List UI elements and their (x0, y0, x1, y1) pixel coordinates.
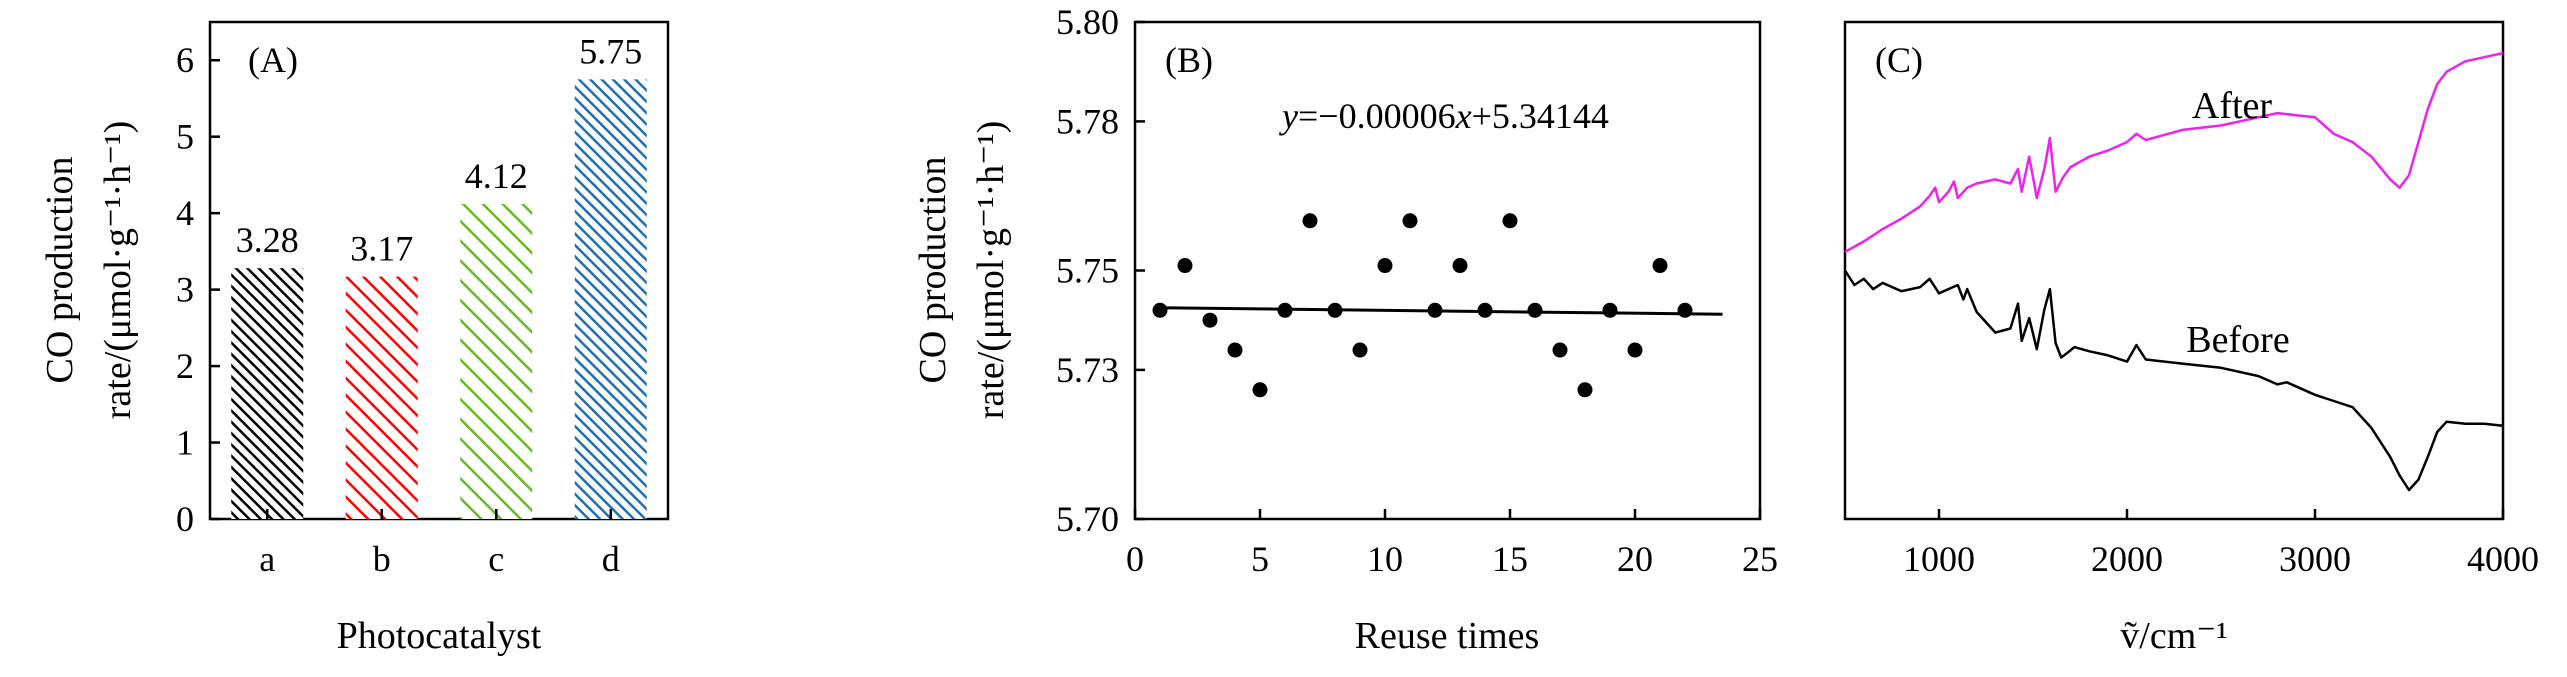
data-point (1377, 258, 1393, 274)
x-tick-label: 2000 (2091, 539, 2163, 579)
data-point (1202, 312, 1218, 328)
data-point (1227, 342, 1243, 358)
panel-a-x-label: Photocatalyst (337, 615, 542, 657)
panel-a-letter: (A) (248, 40, 298, 80)
y-tick-label: 3 (176, 270, 194, 310)
x-tick-label: 5 (1251, 539, 1269, 579)
y-tick-label: 5.70 (1056, 499, 1119, 539)
data-point (1402, 213, 1418, 229)
x-tick-label: 1000 (1903, 539, 1975, 579)
panel-a-y-label-line2: rate/(μmol·g⁻¹·h⁻¹) (97, 121, 139, 420)
bar-d (574, 79, 647, 519)
x-tick-label: 20 (1617, 539, 1653, 579)
y-tick-label: 2 (176, 346, 194, 386)
panel-a: (A) 0 1 2 3 4 5 6 3.28 3.17 4.12 5.75 a b c d Photoc… (39, 20, 670, 657)
x-tick-label: 4000 (2467, 539, 2539, 579)
y-tick-label: 6 (176, 40, 194, 80)
data-point (1427, 302, 1443, 318)
bar-a (231, 268, 304, 519)
panel-b: (B) y=−0.00006x+5.34144 5.70 5.73 5.75 5.78… (912, 2, 1778, 657)
bar-value-label: 4.12 (465, 156, 528, 196)
panel-b-y-ticks: 5.70 5.73 5.75 5.78 5.80 (1056, 2, 1145, 539)
data-point (1327, 302, 1343, 318)
data-point (1152, 302, 1168, 318)
data-point (1352, 342, 1368, 358)
y-tick-label: 5.73 (1056, 350, 1119, 390)
equation-tail: +5.34144 (1472, 96, 1609, 136)
equation-y: y (1279, 96, 1298, 136)
panel-c-frame (1843, 20, 2505, 521)
y-tick-label: 1 (176, 423, 194, 463)
panel-a-frame (208, 20, 670, 521)
panel-a-x-ticks: a b c d (259, 509, 620, 579)
x-tick-label: c (488, 539, 504, 579)
series-line-after (1844, 51, 2504, 253)
data-point (1177, 258, 1193, 274)
panel-b-y-label-line2: rate/(μmol·g⁻¹·h⁻¹) (970, 121, 1012, 420)
panel-b-letter: (B) (1165, 40, 1213, 80)
equation-x: x (1455, 96, 1472, 136)
panel-a-y-label-line1: CO production (39, 157, 81, 384)
panel-c-letter: (C) (1875, 40, 1923, 80)
equation-mid: =−0.00006 (1298, 96, 1456, 136)
data-point (1602, 302, 1618, 318)
panel-c-lines (1843, 51, 2504, 492)
x-tick-label: 10 (1367, 539, 1403, 579)
data-point (1252, 382, 1268, 398)
y-tick-label: 5.78 (1056, 101, 1119, 141)
data-point (1577, 382, 1593, 398)
data-point (1477, 302, 1493, 318)
panel-c: (C) 1000 2000 3000 4000 After Before ṽ/cm⁻¹ (1843, 20, 2539, 657)
bar-value-label: 3.17 (350, 229, 413, 269)
y-tick-label: 5.80 (1056, 2, 1119, 42)
y-tick-label: 4 (176, 193, 194, 233)
data-point (1277, 302, 1293, 318)
y-tick-label: 0 (176, 499, 194, 539)
data-point (1627, 342, 1643, 358)
panel-c-x-label: ṽ/cm⁻¹ (2120, 615, 2227, 657)
panel-b-points (1152, 213, 1693, 398)
data-point (1502, 213, 1518, 229)
series-line-before (1843, 269, 2504, 492)
panel-a-bars: 3.28 3.17 4.12 5.75 (231, 31, 647, 519)
data-point (1552, 342, 1568, 358)
x-tick-label: 3000 (2279, 539, 2351, 579)
bar-value-label: 5.75 (579, 31, 642, 71)
series-label-before: Before (2186, 319, 2289, 361)
data-point (1652, 258, 1668, 274)
bar-value-label: 3.28 (236, 220, 299, 260)
panel-c-x-ticks: 1000 2000 3000 4000 (1903, 509, 2539, 579)
x-tick-label: 15 (1492, 539, 1528, 579)
data-point (1527, 302, 1543, 318)
data-point (1452, 258, 1468, 274)
series-label-after: After (2192, 85, 2273, 127)
panel-b-x-label: Reuse times (1355, 615, 1540, 657)
panel-a-y-ticks: 0 1 2 3 4 5 6 (176, 40, 220, 539)
data-point (1302, 213, 1318, 229)
y-tick-label: 5 (176, 117, 194, 157)
y-tick-label: 5.75 (1056, 251, 1119, 291)
x-tick-label: 0 (1126, 539, 1144, 579)
bar-b (345, 276, 418, 519)
x-tick-label: a (259, 539, 275, 579)
panel-b-x-ticks: 0 5 10 15 20 25 (1126, 509, 1778, 579)
data-point (1677, 302, 1693, 318)
x-tick-label: b (373, 539, 391, 579)
x-tick-label: 25 (1742, 539, 1778, 579)
x-tick-label: d (602, 539, 620, 579)
panel-b-y-label-line1: CO production (912, 157, 954, 384)
panel-b-equation: y=−0.00006x+5.34144 (1279, 96, 1609, 136)
bar-c (460, 203, 533, 519)
